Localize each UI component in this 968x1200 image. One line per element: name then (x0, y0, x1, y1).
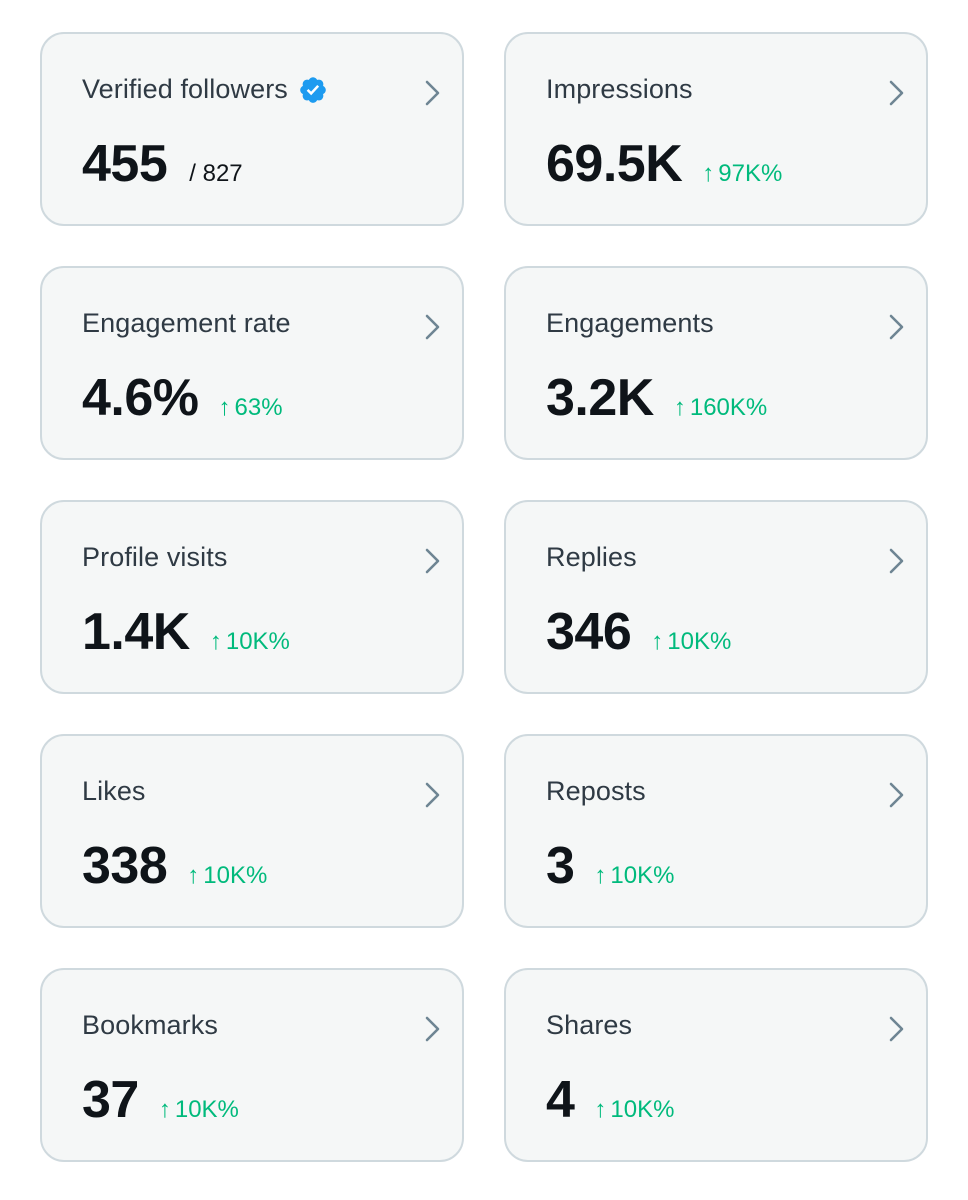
card-title: Engagements (546, 308, 714, 339)
metric-card-verified-followers[interactable]: Verified followers 455 / 827 (40, 32, 464, 226)
metric-value: 69.5K (546, 135, 683, 193)
arrow-up-icon: ↑ (209, 628, 222, 655)
metric-delta: ↑ 10K% (210, 628, 290, 656)
card-title-label: Profile visits (82, 542, 228, 572)
card-title: Likes (82, 776, 146, 807)
chevron-right-icon[interactable] (886, 780, 908, 810)
arrow-up-icon: ↑ (702, 160, 715, 187)
metric-delta-value: 97K% (718, 160, 783, 187)
metric-value: 1.4K (82, 603, 190, 661)
metric-card-engagement-rate[interactable]: Engagement rate 4.6% ↑ 63% (40, 266, 464, 460)
chevron-right-icon[interactable] (886, 1014, 908, 1044)
chevron-right-icon[interactable] (886, 312, 908, 342)
metric-delta-value: 63% (234, 394, 283, 421)
metric-delta: ↑ 160K% (674, 394, 767, 422)
metric-delta: ↑ 10K% (651, 628, 731, 656)
metric-delta-value: 10K% (610, 862, 675, 889)
card-title-label: Replies (546, 542, 637, 572)
metric-delta: ↑ 63% (219, 394, 283, 422)
card-title-label: Verified followers (82, 74, 288, 104)
card-title: Profile visits (82, 542, 227, 573)
card-title: Shares (546, 1010, 632, 1041)
card-title: Replies (546, 542, 637, 573)
card-title-label: Impressions (546, 74, 693, 104)
metric-total: / 827 (189, 160, 243, 187)
arrow-up-icon: ↑ (594, 862, 607, 889)
value-row: 3.2K ↑ 160K% (546, 372, 767, 424)
card-title: Reposts (546, 776, 646, 807)
metric-card-engagements[interactable]: Engagements 3.2K ↑ 160K% (504, 266, 928, 460)
metric-delta: ↑ 10K% (594, 1096, 674, 1124)
value-row: 1.4K ↑ 10K% (82, 606, 290, 658)
arrow-up-icon: ↑ (651, 628, 664, 655)
metric-delta-value: 160K% (689, 394, 768, 421)
chevron-right-icon[interactable] (422, 1014, 444, 1044)
card-title-label: Engagement rate (82, 308, 291, 338)
arrow-up-icon: ↑ (594, 1096, 607, 1123)
card-title-label: Reposts (546, 776, 646, 806)
metric-delta: ↑ 97K% (702, 160, 782, 188)
metric-delta-value: 10K% (610, 1096, 675, 1123)
metric-value: 346 (546, 603, 632, 661)
chevron-right-icon[interactable] (422, 546, 444, 576)
metric-delta: ↑ 10K% (187, 862, 267, 890)
value-row: 4.6% ↑ 63% (82, 372, 283, 424)
value-row: 69.5K ↑ 97K% (546, 138, 782, 190)
value-row: 455 / 827 (82, 138, 243, 190)
metric-value: 338 (82, 837, 168, 895)
metric-card-profile-visits[interactable]: Profile visits 1.4K ↑ 10K% (40, 500, 464, 694)
metric-card-bookmarks[interactable]: Bookmarks 37 ↑ 10K% (40, 968, 464, 1162)
metric-value: 3.2K (546, 369, 654, 427)
card-title: Engagement rate (82, 308, 291, 339)
card-title-label: Engagements (546, 308, 714, 338)
metric-value: 37 (82, 1071, 139, 1129)
metric-value: 455 (82, 135, 168, 193)
metric-value: 3 (546, 837, 575, 895)
card-title: Verified followers (82, 74, 328, 105)
value-row: 3 ↑ 10K% (546, 840, 674, 892)
metric-value: 4.6% (82, 369, 199, 427)
metric-card-reposts[interactable]: Reposts 3 ↑ 10K% (504, 734, 928, 928)
metrics-grid: Verified followers 455 / 827 Impressions… (40, 32, 928, 1162)
arrow-up-icon: ↑ (673, 394, 686, 421)
metric-value: 4 (546, 1071, 575, 1129)
card-title-label: Bookmarks (82, 1010, 218, 1040)
metric-card-shares[interactable]: Shares 4 ↑ 10K% (504, 968, 928, 1162)
metric-delta-value: 10K% (203, 862, 268, 889)
metric-delta: ↑ 10K% (594, 862, 674, 890)
arrow-up-icon: ↑ (187, 862, 200, 889)
arrow-up-icon: ↑ (158, 1096, 171, 1123)
value-row: 4 ↑ 10K% (546, 1074, 674, 1126)
arrow-up-icon: ↑ (218, 394, 231, 421)
metric-delta-value: 10K% (667, 628, 732, 655)
chevron-right-icon[interactable] (886, 78, 908, 108)
card-title: Bookmarks (82, 1010, 218, 1041)
chevron-right-icon[interactable] (422, 780, 444, 810)
metric-delta-value: 10K% (174, 1096, 239, 1123)
verified-badge-icon (300, 76, 326, 103)
metric-card-likes[interactable]: Likes 338 ↑ 10K% (40, 734, 464, 928)
metric-card-replies[interactable]: Replies 346 ↑ 10K% (504, 500, 928, 694)
metric-delta: ↑ 10K% (159, 1096, 239, 1124)
chevron-right-icon[interactable] (422, 78, 444, 108)
card-title-label: Shares (546, 1010, 633, 1040)
card-title: Impressions (546, 74, 693, 105)
value-row: 37 ↑ 10K% (82, 1074, 239, 1126)
chevron-right-icon[interactable] (886, 546, 908, 576)
card-title-label: Likes (82, 776, 146, 806)
metric-delta-value: 10K% (225, 628, 290, 655)
value-row: 346 ↑ 10K% (546, 606, 731, 658)
chevron-right-icon[interactable] (422, 312, 444, 342)
metric-card-impressions[interactable]: Impressions 69.5K ↑ 97K% (504, 32, 928, 226)
value-row: 338 ↑ 10K% (82, 840, 267, 892)
